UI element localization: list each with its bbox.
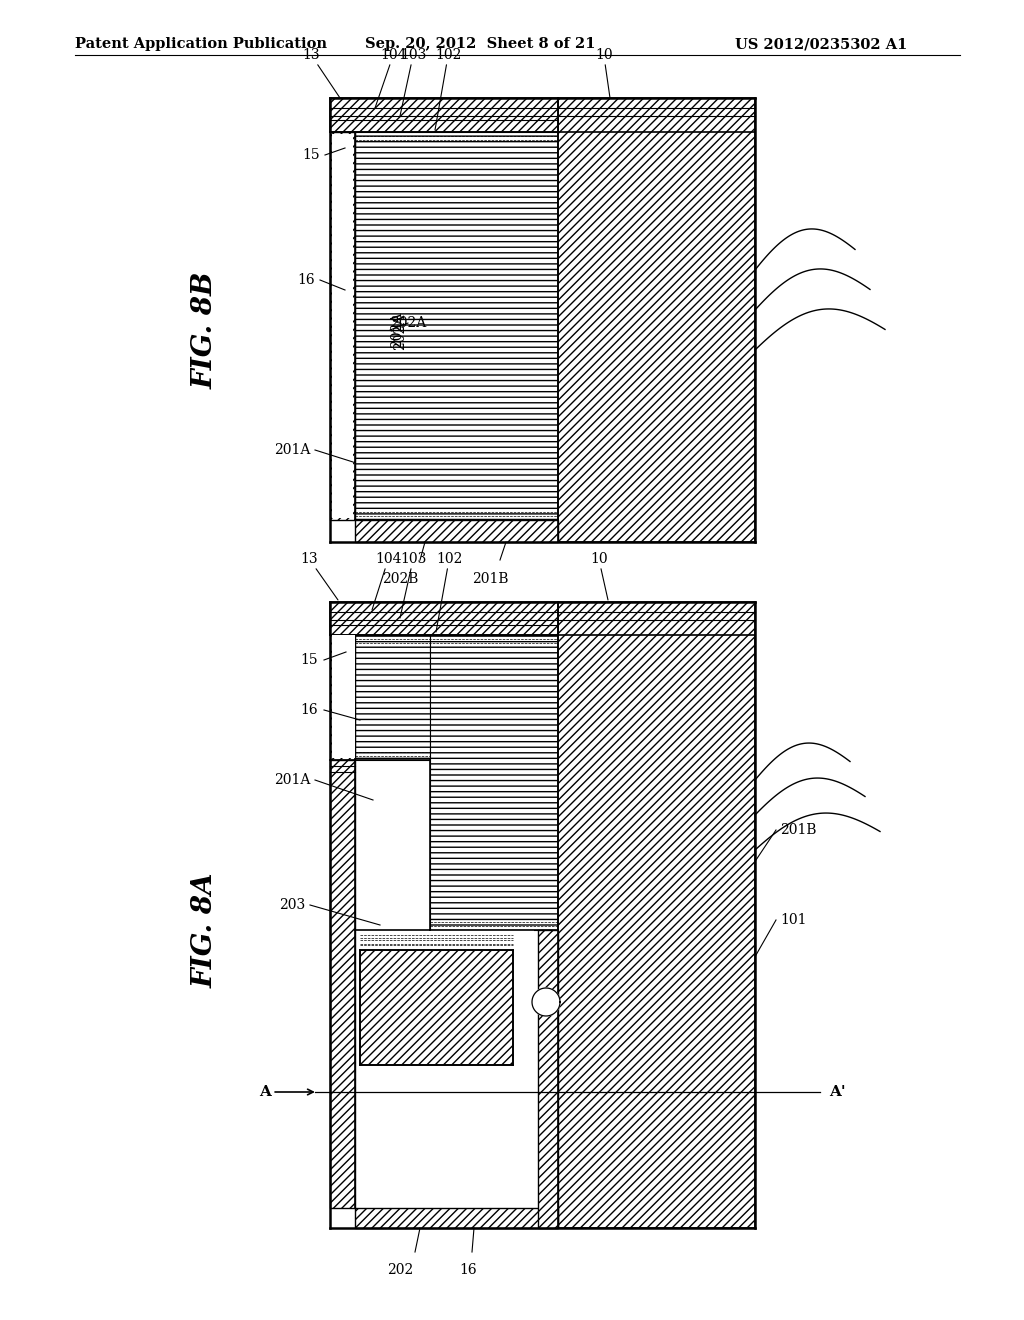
Text: 202B: 202B bbox=[382, 572, 418, 586]
Bar bbox=[355, 520, 558, 543]
Text: 201B: 201B bbox=[780, 822, 816, 837]
Text: FIG. 8B: FIG. 8B bbox=[191, 271, 218, 389]
Text: 10: 10 bbox=[590, 552, 608, 601]
Text: 15: 15 bbox=[300, 653, 318, 667]
Text: 201A: 201A bbox=[273, 774, 310, 787]
Text: Sep. 20, 2012  Sheet 8 of 21: Sep. 20, 2012 Sheet 8 of 21 bbox=[365, 37, 596, 51]
Polygon shape bbox=[532, 987, 560, 1016]
Bar bbox=[356, 931, 534, 1067]
Text: 13: 13 bbox=[302, 48, 340, 98]
Bar bbox=[330, 635, 355, 760]
Text: US 2012/0235302 A1: US 2012/0235302 A1 bbox=[735, 37, 907, 51]
Text: 201B: 201B bbox=[472, 572, 508, 586]
Bar bbox=[330, 602, 558, 635]
Bar bbox=[360, 950, 513, 1065]
Bar bbox=[355, 635, 430, 760]
Text: 202A: 202A bbox=[390, 312, 404, 348]
Text: 202A: 202A bbox=[390, 315, 426, 330]
Text: 103: 103 bbox=[400, 552, 426, 618]
Text: 102: 102 bbox=[435, 48, 462, 129]
Text: 15: 15 bbox=[302, 148, 319, 162]
Bar bbox=[330, 98, 558, 132]
Text: 201A: 201A bbox=[273, 444, 310, 457]
Bar bbox=[332, 635, 355, 758]
Bar bbox=[538, 931, 558, 1228]
Text: 13: 13 bbox=[300, 552, 338, 601]
Bar bbox=[430, 635, 558, 931]
Bar bbox=[355, 1208, 558, 1228]
Bar bbox=[332, 135, 353, 517]
Bar bbox=[330, 132, 355, 520]
Text: 10: 10 bbox=[595, 48, 612, 98]
Text: Patent Application Publication: Patent Application Publication bbox=[75, 37, 327, 51]
Text: 101: 101 bbox=[780, 913, 807, 927]
Text: 203: 203 bbox=[279, 898, 305, 912]
Bar bbox=[355, 132, 558, 520]
Text: 16: 16 bbox=[300, 704, 318, 717]
Text: 16: 16 bbox=[459, 1263, 477, 1276]
Text: 104: 104 bbox=[375, 48, 407, 108]
Text: 202: 202 bbox=[387, 1263, 413, 1276]
Bar bbox=[558, 98, 755, 543]
Text: 202A: 202A bbox=[393, 314, 407, 350]
Text: 16: 16 bbox=[297, 273, 315, 286]
Bar bbox=[558, 602, 755, 1228]
Text: A: A bbox=[259, 1085, 271, 1100]
Text: 102: 102 bbox=[436, 552, 463, 632]
Text: 103: 103 bbox=[400, 48, 426, 116]
Text: 104: 104 bbox=[372, 552, 401, 610]
Text: A': A' bbox=[828, 1085, 846, 1100]
Bar bbox=[330, 760, 355, 1208]
Text: FIG. 8A: FIG. 8A bbox=[191, 873, 218, 987]
